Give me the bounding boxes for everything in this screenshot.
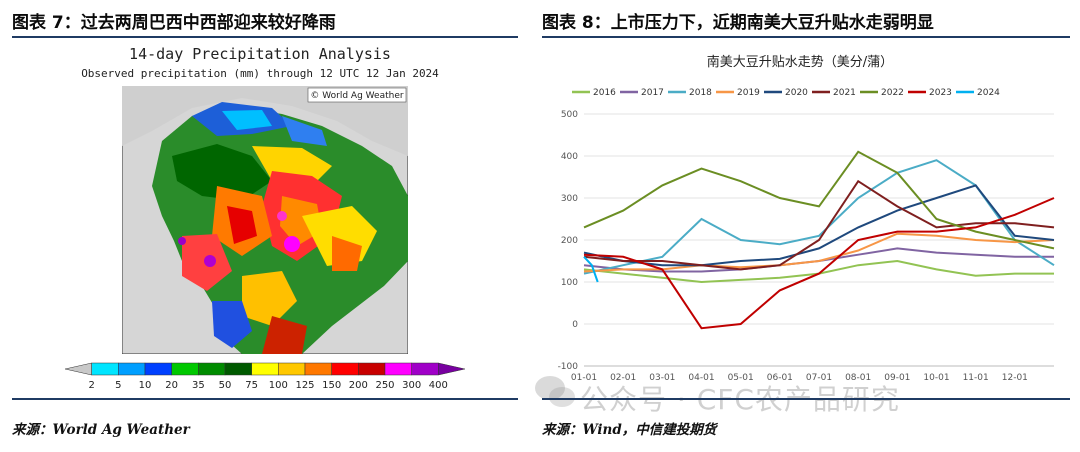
legend-swatch xyxy=(411,362,439,376)
left-source: 来源：World Ag Weather xyxy=(12,422,190,438)
legend-label: 35 xyxy=(192,380,205,391)
x-tick-label: 09-01 xyxy=(884,373,910,383)
legend-label: 50 xyxy=(219,380,232,391)
map-copyright: © World Ag Weather xyxy=(310,91,403,101)
precip-color-legend: 2 5 10 20 35 50 75 100 125 150 200 250 300 400 xyxy=(64,362,466,391)
legend-swatch xyxy=(331,362,359,376)
legend-label-2016: 2016 xyxy=(593,88,616,98)
left-bottom-rule xyxy=(12,398,518,400)
series-line-2023 xyxy=(583,197,1055,330)
legend-label: 5 xyxy=(115,380,121,391)
chart-title: 南美大豆升贴水走势（美分/蒲） xyxy=(707,54,893,70)
legend-swatch xyxy=(171,362,199,376)
legend-swatch xyxy=(251,362,279,376)
x-tick-label: 01-01 xyxy=(571,373,597,383)
legend-label-2022: 2022 xyxy=(881,88,904,98)
map-title: 14-day Precipitation Analysis xyxy=(129,45,391,63)
legend-swatch xyxy=(224,362,252,376)
legend-label: 20 xyxy=(165,380,178,391)
legend-swatch xyxy=(438,362,466,376)
y-tick-label: 500 xyxy=(561,110,578,120)
series-line-2017 xyxy=(583,247,1054,273)
legend-label-2021: 2021 xyxy=(833,88,856,98)
wechat-watermark-icon xyxy=(535,376,575,407)
legend-label: 300 xyxy=(402,380,421,391)
y-tick-label: 300 xyxy=(561,194,578,204)
x-tick-label: 02-01 xyxy=(610,373,636,383)
legend-label: 10 xyxy=(139,380,152,391)
legend-label: 150 xyxy=(322,380,341,391)
precipitation-map: © World Ag Weather xyxy=(122,86,408,354)
y-tick-label: 0 xyxy=(572,320,578,330)
chart-legend: 2016 2017 2018 2019 2020 2021 2022 2023 2024 xyxy=(572,88,1000,98)
right-title-rule xyxy=(542,36,1070,38)
series-line-2018 xyxy=(583,159,1055,275)
chart-gridlines xyxy=(584,113,1054,367)
y-tick-label: -100 xyxy=(558,362,579,372)
chart-series xyxy=(583,150,1055,330)
y-tick-label: 400 xyxy=(561,152,578,162)
legend-label-2020: 2020 xyxy=(785,88,808,98)
legend-label: 125 xyxy=(295,380,314,391)
x-tick-label: 11-01 xyxy=(963,373,989,383)
legend-label-2017: 2017 xyxy=(641,88,664,98)
series-line-2022 xyxy=(583,150,1055,250)
x-tick-label: 08-01 xyxy=(845,373,871,383)
map-subtitle: Observed precipitation (mm) through 12 U… xyxy=(81,67,439,80)
right-source: 来源：Wind，中信建投期货 xyxy=(542,422,717,438)
legend-swatch xyxy=(278,362,306,376)
soybean-basis-chart: 南美大豆升贴水走势（美分/蒲） 2016 2017 2018 2019 2020 2021… xyxy=(558,54,1055,383)
legend-swatch xyxy=(198,362,226,376)
x-tick-label: 12-01 xyxy=(1002,373,1028,383)
left-figure-title: 图表 7：过去两周巴西中西部迎来较好降雨 xyxy=(12,13,336,33)
right-bottom-rule xyxy=(542,398,1070,400)
x-tick-label: 04-01 xyxy=(688,373,714,383)
series-line-2021 xyxy=(583,179,1055,271)
right-figure-title: 图表 8：上市压力下，近期南美大豆升贴水走弱明显 xyxy=(542,13,934,33)
x-tick-label: 10-01 xyxy=(923,373,949,383)
legend-swatch xyxy=(304,362,332,376)
legend-label-2023: 2023 xyxy=(929,88,952,98)
left-title-rule xyxy=(12,36,518,38)
legend-label: 250 xyxy=(375,380,394,391)
legend-label-2018: 2018 xyxy=(689,88,712,98)
legend-swatch xyxy=(64,362,92,376)
legend-swatch xyxy=(118,362,146,376)
legend-label-2019: 2019 xyxy=(737,88,760,98)
x-tick-label: 05-01 xyxy=(728,373,754,383)
legend-swatch xyxy=(91,362,119,376)
x-tick-label: 03-01 xyxy=(649,373,675,383)
y-axis-ticks: -100 0 100 200 300 400 500 xyxy=(558,110,579,372)
series-line-2024 xyxy=(583,256,599,283)
legend-label: 400 xyxy=(429,380,448,391)
series-line-2020 xyxy=(583,184,1055,267)
x-axis-ticks: 01-01 02-01 03-01 04-01 05-01 06-01 07-01 08-01… xyxy=(571,373,1028,383)
legend-label-2024: 2024 xyxy=(977,88,1000,98)
legend-swatch xyxy=(358,362,386,376)
legend-label: 2 xyxy=(88,380,94,391)
legend-label: 100 xyxy=(269,380,288,391)
legend-label: 200 xyxy=(349,380,368,391)
x-tick-label: 06-01 xyxy=(767,373,793,383)
y-tick-label: 200 xyxy=(561,236,578,246)
x-tick-label: 07-01 xyxy=(806,373,832,383)
y-tick-label: 100 xyxy=(561,278,578,288)
legend-label: 75 xyxy=(245,380,258,391)
legend-swatch xyxy=(144,362,172,376)
legend-swatch xyxy=(384,362,412,376)
